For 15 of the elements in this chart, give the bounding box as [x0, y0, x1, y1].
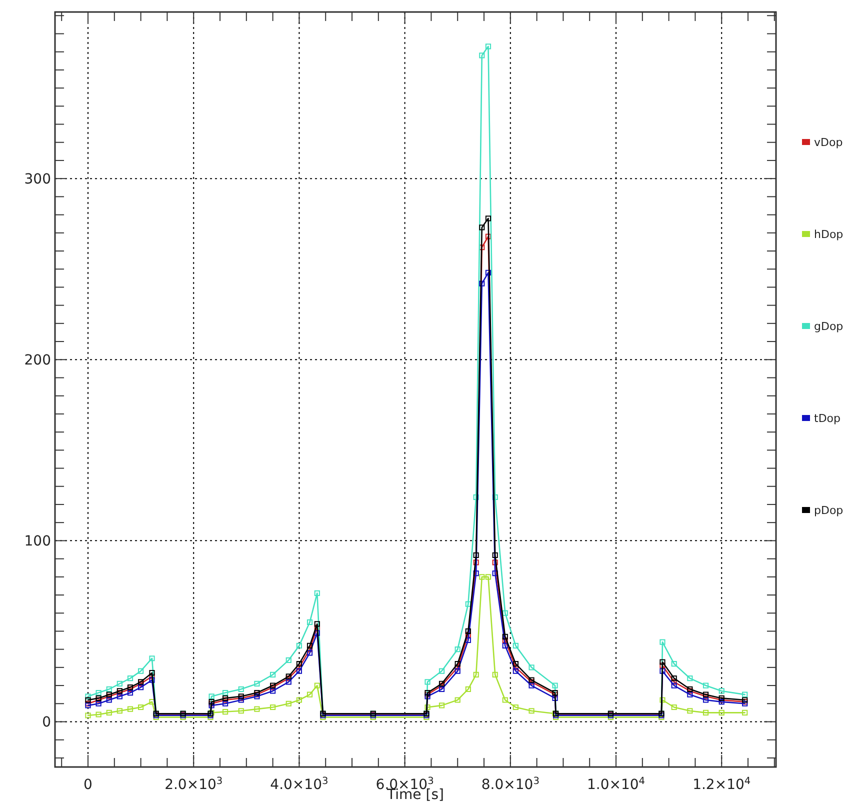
x-tick-label: 1.0×10$^{4}$ [586, 776, 646, 793]
legend-label: tDop [814, 412, 841, 425]
legend-label: hDop [814, 228, 844, 241]
x-tick-label: 4.0×10$^{3}$ [270, 776, 328, 793]
legend-label: gDop [814, 320, 844, 333]
x-tick-label: 1.2×10$^{4}$ [692, 776, 751, 793]
x-tick-label: 2.0×10$^{3}$ [164, 776, 223, 793]
x-tick-label: 8.0×10$^{3}$ [481, 776, 540, 793]
y-tick-label: 100 [24, 534, 51, 550]
x-tick-label: 0 [84, 777, 92, 793]
y-tick-label: 0 [42, 714, 51, 731]
legend-label: pDop [814, 504, 844, 517]
y-tick-label: 300 [24, 172, 51, 188]
y-tick-label: 200 [24, 352, 51, 369]
legend-label: vDop [814, 136, 843, 149]
